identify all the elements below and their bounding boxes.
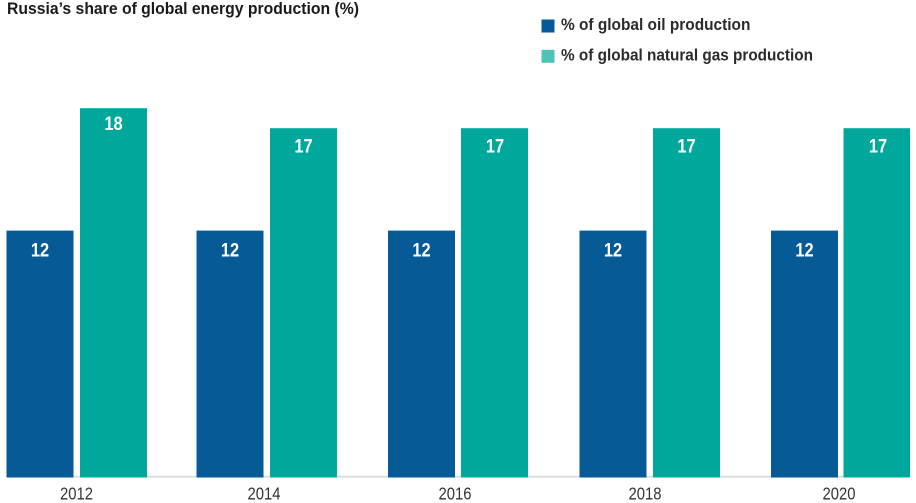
svg-text:17: 17 xyxy=(869,136,887,158)
svg-text:12: 12 xyxy=(31,240,49,262)
svg-text:12: 12 xyxy=(412,240,430,262)
svg-text:2018: 2018 xyxy=(629,484,662,503)
svg-text:2012: 2012 xyxy=(60,484,93,503)
svg-text:17: 17 xyxy=(486,136,504,158)
svg-text:18: 18 xyxy=(104,113,122,135)
svg-text:2014: 2014 xyxy=(248,484,281,503)
svg-text:17: 17 xyxy=(677,136,695,158)
svg-text:% of global oil production: % of global oil production xyxy=(561,15,750,34)
svg-text:12: 12 xyxy=(795,240,813,262)
svg-text:12: 12 xyxy=(604,240,622,262)
svg-text:2016: 2016 xyxy=(439,484,472,503)
svg-text:Russia’s share of global energ: Russia’s share of global energy producti… xyxy=(7,0,359,18)
svg-text:% of global natural gas produc: % of global natural gas production xyxy=(561,45,813,64)
svg-text:2020: 2020 xyxy=(823,484,856,503)
svg-text:17: 17 xyxy=(294,136,312,158)
svg-text:12: 12 xyxy=(221,240,239,262)
